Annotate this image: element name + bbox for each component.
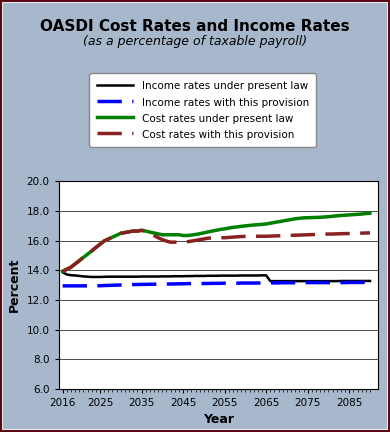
X-axis label: Year: Year [203,413,234,426]
Legend: Income rates under present law, Income rates with this provision, Cost rates und: Income rates under present law, Income r… [89,73,316,147]
Y-axis label: Percent: Percent [8,258,21,312]
Text: (as a percentage of taxable payroll): (as a percentage of taxable payroll) [83,35,307,48]
Text: OASDI Cost Rates and Income Rates: OASDI Cost Rates and Income Rates [40,19,350,35]
